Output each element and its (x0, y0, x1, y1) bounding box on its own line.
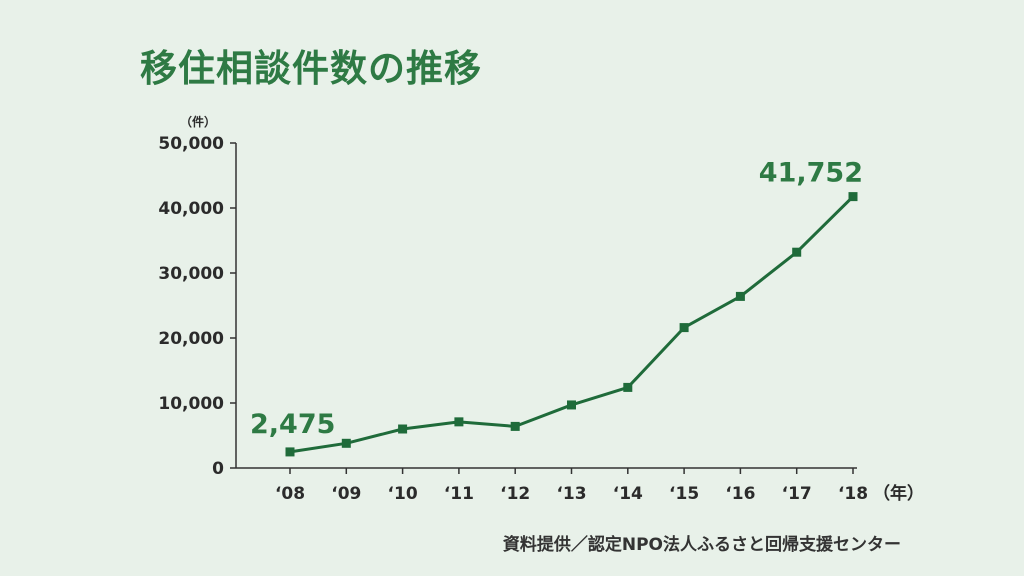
series-line (289, 195, 855, 454)
axes (235, 143, 857, 469)
data-point-marker (510, 421, 520, 431)
data-point-marker (848, 192, 858, 202)
data-point-marker (398, 424, 408, 434)
data-point-marker (285, 447, 295, 457)
x-tick-label: ‘09 (331, 484, 361, 504)
series-group (285, 192, 858, 457)
y-tick-label: 40,000 (158, 199, 224, 219)
x-tick-label: ‘08 (275, 484, 305, 504)
data-point-marker (454, 417, 464, 427)
data-point-marker (735, 291, 745, 301)
x-tick-label: ‘13 (556, 484, 586, 504)
x-tick-label: ‘16 (725, 484, 755, 504)
data-point-marker (623, 382, 633, 392)
data-label: 2,475 (250, 409, 335, 440)
chart-title: 移住相談件数の推移 (140, 47, 482, 90)
data-label: 41,752 (759, 158, 863, 189)
y-unit-label: （件） (180, 114, 216, 129)
x-tick-label: ‘18 (838, 484, 868, 504)
x-tick-label: ‘14 (613, 484, 643, 504)
source-credit: 資料提供／認定NPO法人ふるさと回帰支援センター (502, 535, 901, 555)
y-tick-label: 20,000 (158, 329, 224, 349)
data-point-marker (679, 323, 689, 333)
x-tick-label: ‘17 (782, 484, 812, 504)
axis-ticks: 0 10,000 20,000 30,000 40,000 50,000 （件） ‘08 ‘09… (158, 114, 924, 504)
data-point-marker (341, 438, 351, 448)
x-tick-label: ‘15 (669, 484, 699, 504)
y-tick-label: 0 (212, 459, 224, 479)
data-point-marker (567, 400, 576, 410)
x-tick-label: ‘10 (388, 484, 418, 504)
x-tick-label: ‘11 (444, 484, 474, 504)
data-labels: 2,475 41,752 (250, 158, 863, 440)
y-tick-label: 30,000 (158, 264, 224, 284)
y-tick-label: 10,000 (158, 394, 224, 414)
data-point-marker (792, 247, 802, 257)
y-tick-label: 50,000 (158, 134, 224, 154)
x-tick-label: ‘12 (500, 484, 530, 504)
x-unit-label: （年） (873, 483, 924, 504)
